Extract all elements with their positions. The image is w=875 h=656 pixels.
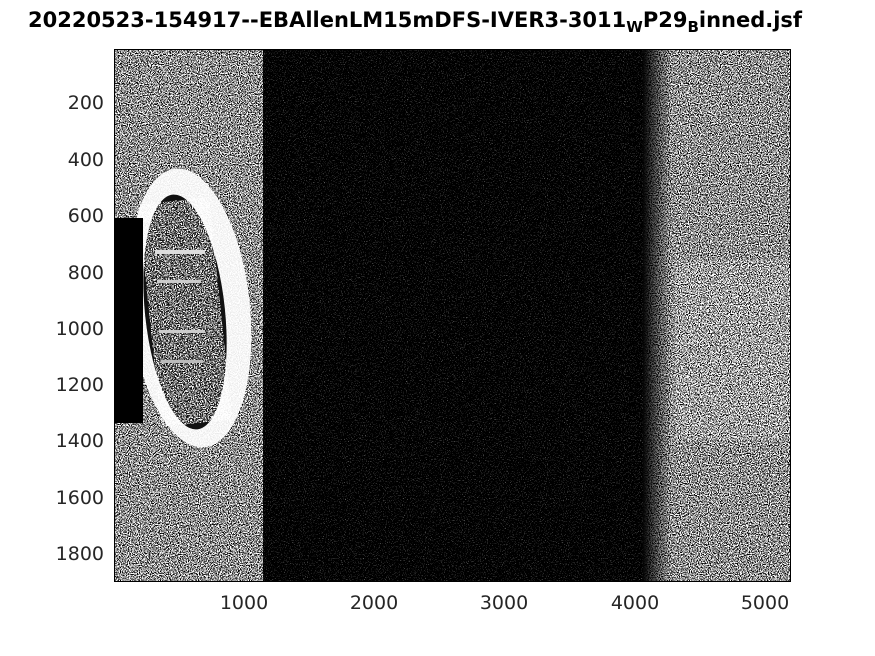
y-tick-label: 1600: [55, 487, 104, 509]
title-main: 20220523-154917--EBAllenLM15mDFS-IVER3-3…: [28, 8, 627, 32]
sonar-image-svg: [115, 50, 790, 581]
x-tick-label: 1000: [219, 592, 269, 614]
y-axis: 200 400 600 800 1000 1200 1400 1600 1800: [0, 0, 104, 656]
title-sub-1: W: [626, 18, 643, 36]
title-end: inned.jsf: [698, 8, 803, 32]
y-tick-label: 200: [67, 92, 104, 114]
y-tick-label: 800: [67, 262, 104, 284]
y-tick-label: 1400: [55, 430, 104, 452]
x-tick-label: 3000: [479, 592, 529, 614]
right-bright-patch: [675, 260, 790, 440]
x-tick-label: 4000: [610, 592, 660, 614]
y-tick-label: 400: [67, 149, 104, 171]
figure-title: 20220523-154917--EBAllenLM15mDFS-IVER3-3…: [28, 8, 802, 36]
x-tick-label: 2000: [349, 592, 399, 614]
wreck-target: [115, 168, 252, 448]
sonar-image: [114, 49, 791, 582]
title-sub-2: B: [687, 18, 699, 36]
water-column-noise: [263, 50, 643, 581]
title-mid: P29: [642, 8, 688, 32]
y-tick-label: 600: [67, 205, 104, 227]
y-tick-label: 1800: [55, 543, 104, 565]
x-tick-label: 5000: [740, 592, 790, 614]
y-tick-label: 1000: [55, 318, 104, 340]
y-tick-label: 1200: [55, 374, 104, 396]
